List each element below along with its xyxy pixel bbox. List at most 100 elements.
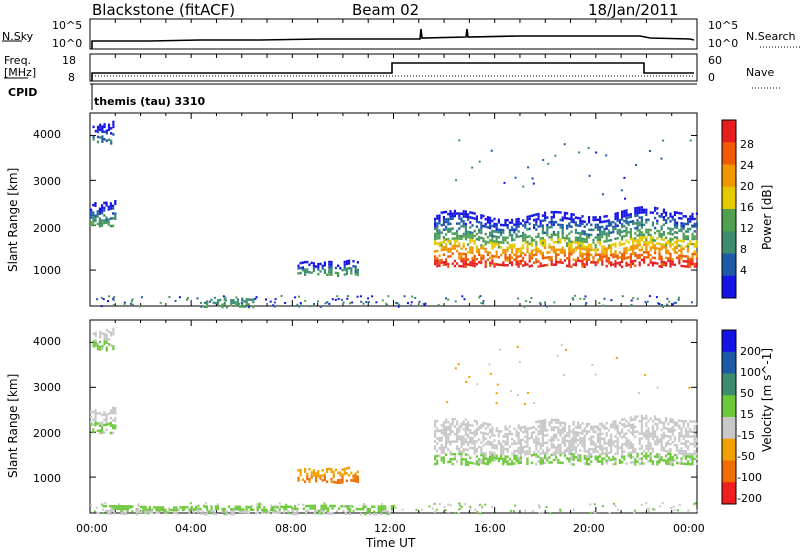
- heatmap-cell: [107, 338, 111, 341]
- heatmap-cell: [234, 505, 237, 508]
- heatmap-cell: [297, 479, 300, 482]
- heatmap-cell: [684, 462, 687, 466]
- heatmap-cell: [638, 392, 640, 395]
- heatmap-cell: [669, 227, 672, 231]
- heatmap-cell: [552, 443, 555, 447]
- heatmap-cell: [568, 225, 571, 228]
- heatmap-cell: [605, 257, 608, 260]
- heatmap-cell: [621, 443, 624, 446]
- heatmap-cell: [341, 268, 344, 272]
- heatmap-cell: [673, 248, 676, 252]
- heatmap-cell: [689, 240, 692, 243]
- heatmap-cell: [633, 511, 636, 514]
- heatmap-cell: [111, 504, 114, 508]
- heatmap-cell: [445, 218, 448, 221]
- heatmap-cell: [491, 451, 494, 454]
- heatmap-cell: [673, 509, 676, 511]
- heatmap-cell: [247, 505, 250, 509]
- heatmap-cell: [693, 442, 696, 446]
- heatmap-cell: [456, 229, 459, 233]
- heatmap-cell: [605, 239, 608, 243]
- heatmap-cell: [522, 239, 525, 242]
- colorbar-swatch: [722, 209, 736, 232]
- heatmap-cell: [612, 423, 615, 426]
- heatmap-cell: [524, 241, 527, 244]
- heatmap-cell: [96, 130, 100, 134]
- heatmap-cell: [396, 302, 399, 305]
- heatmap-cell: [623, 229, 626, 233]
- heatmap-cell: [552, 250, 555, 254]
- heatmap-cell: [557, 428, 560, 432]
- heatmap-cell: [489, 261, 492, 265]
- heatmap-cell: [548, 423, 551, 427]
- heatmap-cell: [94, 341, 97, 345]
- heatmap-cell: [550, 258, 553, 261]
- heatmap-cell: [460, 257, 463, 260]
- heatmap-cell: [618, 251, 621, 254]
- heatmap-cell: [623, 417, 626, 421]
- heatmap-cell: [636, 219, 639, 222]
- heatmap-cell: [482, 421, 485, 425]
- heatmap-cell: [544, 264, 547, 267]
- heatmap-cell: [581, 439, 584, 443]
- heatmap-cell: [649, 236, 652, 239]
- cpid-label: CPID: [8, 86, 38, 99]
- freq-label: Freq.: [4, 54, 32, 67]
- heatmap-cell: [489, 423, 492, 426]
- heatmap-cell: [535, 463, 538, 466]
- heatmap-cell: [481, 506, 484, 509]
- heatmap-cell: [462, 212, 465, 216]
- heatmap-cell: [418, 300, 421, 303]
- heatmap-cell: [693, 435, 696, 438]
- heatmap-cell: [454, 300, 457, 303]
- heatmap-cell: [92, 418, 95, 421]
- heatmap-cell: [671, 426, 674, 429]
- heatmap-cell: [101, 204, 104, 207]
- heatmap-cell: [583, 437, 586, 440]
- heatmap-cell: [640, 459, 643, 463]
- heatmap-cell: [555, 421, 558, 424]
- heatmap-cell: [658, 242, 661, 246]
- heatmap-cell: [449, 458, 452, 461]
- heatmap-cell: [585, 238, 588, 241]
- heatmap-cell: [648, 507, 651, 510]
- heatmap-cell: [330, 260, 333, 264]
- heatmap-cell: [581, 262, 584, 266]
- heatmap-cell: [535, 213, 538, 216]
- heatmap-cell: [321, 469, 324, 472]
- heatmap-cell: [559, 226, 562, 229]
- heatmap-cell: [667, 257, 670, 260]
- heatmap-cell: [524, 238, 527, 242]
- heatmap-cell: [592, 450, 595, 454]
- heatmap-cell: [548, 461, 551, 464]
- heatmap-cell: [459, 504, 462, 507]
- heatmap-cell: [469, 431, 472, 434]
- heatmap-cell: [382, 510, 385, 513]
- heatmap-cell: [462, 210, 465, 213]
- heatmap-cell: [654, 244, 657, 247]
- heatmap-cell: [577, 231, 580, 235]
- heatmap-cell: [645, 444, 648, 448]
- heatmap-cell: [272, 511, 275, 514]
- heatmap-cell: [599, 233, 602, 236]
- heatmap-cell: [629, 248, 632, 251]
- heatmap-cell: [691, 237, 694, 241]
- heatmap-cell: [506, 236, 509, 239]
- heatmap-cell: [332, 480, 335, 484]
- heatmap-cell: [515, 228, 518, 231]
- heatmap-cell: [547, 162, 550, 165]
- heatmap-cell: [513, 246, 516, 249]
- heatmap-cell: [533, 253, 536, 257]
- heatmap-cell: [643, 417, 646, 420]
- heatmap-cell: [594, 445, 597, 448]
- heatmap-cell: [189, 502, 192, 505]
- heatmap-cell: [105, 201, 108, 204]
- heatmap-cell: [508, 425, 511, 428]
- heatmap-cell: [537, 260, 540, 263]
- heatmap-cell: [588, 246, 591, 249]
- heatmap-cell: [460, 435, 463, 438]
- heatmap-cell: [563, 211, 566, 215]
- heatmap-cell: [695, 422, 698, 425]
- heatmap-cell: [297, 469, 300, 472]
- heatmap-cell: [306, 472, 309, 476]
